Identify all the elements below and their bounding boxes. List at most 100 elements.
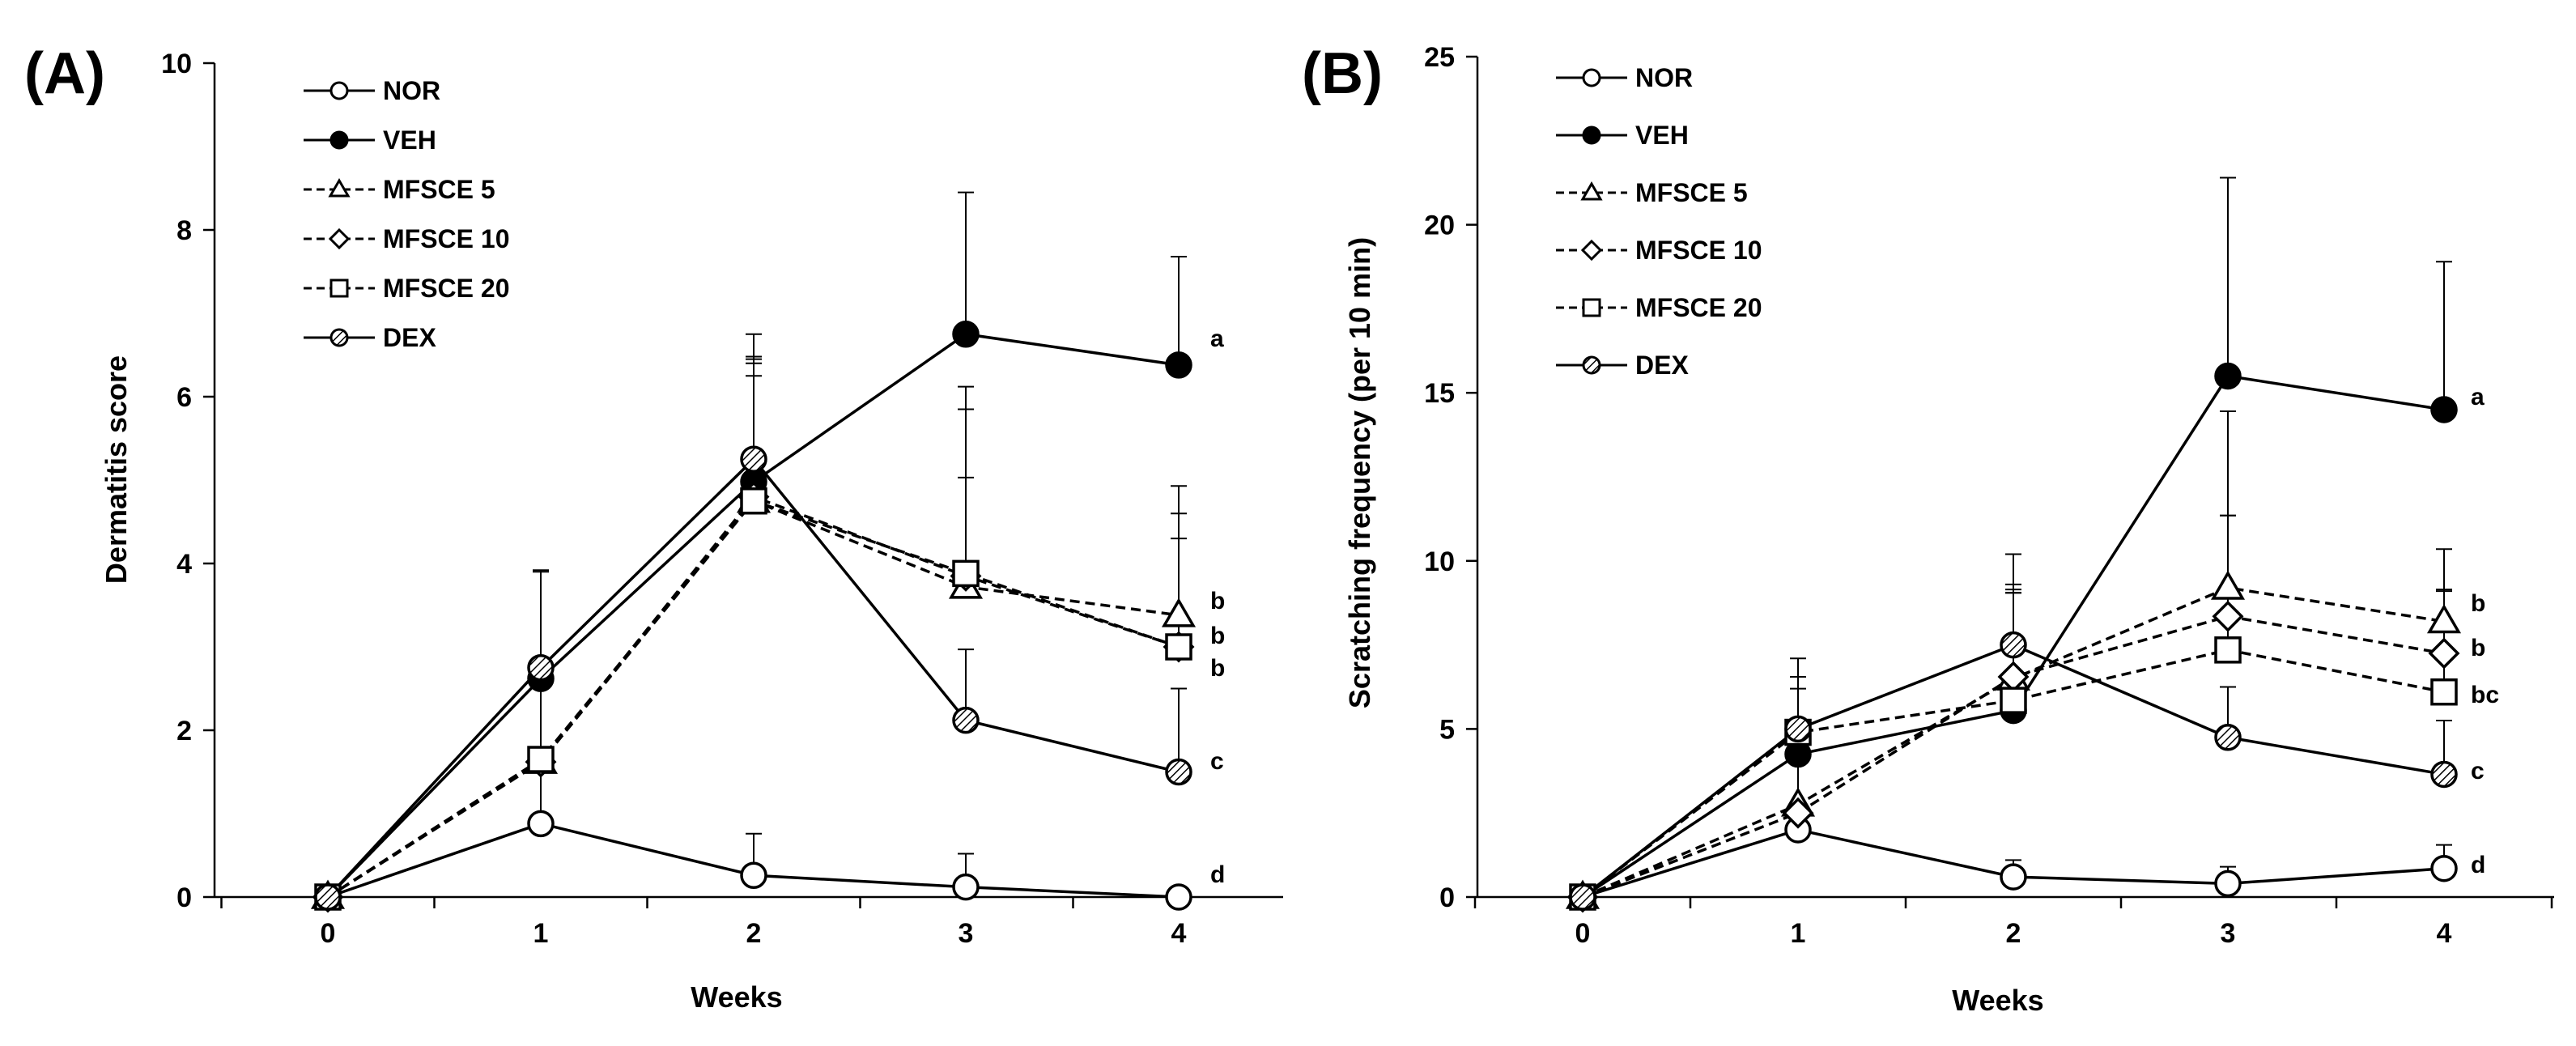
significance-label: bc bbox=[2471, 682, 2499, 708]
data-point-mfsce-20 bbox=[740, 487, 767, 515]
y-tick-label: 0 bbox=[176, 882, 192, 913]
y-axis-title: Dermatitis score bbox=[100, 355, 133, 584]
data-point-mfsce-20 bbox=[2214, 636, 2242, 664]
x-tick-label: 4 bbox=[1171, 918, 1187, 949]
data-point-dex bbox=[314, 883, 342, 911]
y-tick-label: 0 bbox=[1439, 882, 1455, 913]
y-tick-label: 10 bbox=[1424, 546, 1455, 577]
legend-marker bbox=[1582, 68, 1601, 87]
y-axis-title: Scratching frequency (per 10 min) bbox=[1343, 237, 1376, 708]
y-tick-label: 15 bbox=[1424, 378, 1455, 409]
x-tick-label: 3 bbox=[2221, 918, 2236, 949]
data-point-mfsce-10 bbox=[2212, 600, 2244, 632]
data-point-dex bbox=[2000, 631, 2027, 659]
data-point-mfsce-20 bbox=[1165, 633, 1192, 661]
data-point-mfsce-5 bbox=[2426, 604, 2462, 634]
data-point-dex bbox=[1165, 758, 1192, 786]
y-tick-label: 10 bbox=[161, 49, 192, 79]
legend-label: MFSCE 20 bbox=[1635, 293, 1762, 322]
significance-label: c bbox=[2471, 758, 2485, 784]
legend-label: NOR bbox=[1635, 63, 1693, 92]
legend-marker bbox=[329, 81, 349, 100]
data-point-mfsce-5 bbox=[1161, 597, 1197, 627]
x-tick-label: 0 bbox=[1575, 918, 1591, 949]
x-tick-label: 2 bbox=[746, 918, 762, 949]
legend-marker bbox=[329, 130, 349, 150]
legend-marker bbox=[1582, 125, 1601, 145]
data-point-mfsce-5 bbox=[2210, 570, 2246, 600]
significance-label: b bbox=[2471, 635, 2485, 661]
data-point-nor bbox=[2000, 863, 2027, 891]
panel-label: (A) bbox=[24, 41, 105, 106]
significance-label: b bbox=[2471, 590, 2485, 617]
significance-label: a bbox=[2471, 384, 2485, 410]
x-tick-label: 1 bbox=[533, 918, 549, 949]
x-tick-label: 2 bbox=[2006, 918, 2021, 949]
legend-label: MFSCE 5 bbox=[383, 175, 495, 204]
significance-label: b bbox=[1210, 655, 1225, 682]
significance-label: d bbox=[1210, 861, 1225, 888]
legend-marker bbox=[1580, 239, 1603, 262]
data-point-nor bbox=[1165, 883, 1192, 911]
legend-marker bbox=[328, 227, 351, 250]
data-point-dex bbox=[2214, 724, 2242, 751]
significance-label: b bbox=[1210, 588, 1225, 614]
panel-a: (A) Weeks Dermatitis score 0 2 4 6 8 10 0 1 2 3 4 d… bbox=[24, 41, 1283, 1014]
y-tick-label: 8 bbox=[176, 215, 192, 246]
legend-marker bbox=[1582, 298, 1601, 317]
y-tick-label: 2 bbox=[176, 716, 192, 746]
data-point-mfsce-20 bbox=[952, 559, 980, 588]
legend-label: MFSCE 5 bbox=[1635, 178, 1748, 207]
legend-label: VEH bbox=[1635, 121, 1689, 150]
y-tick-label: 25 bbox=[1424, 42, 1455, 73]
legend-marker bbox=[329, 279, 349, 298]
data-point-nor bbox=[2214, 870, 2242, 898]
data-point-dex bbox=[1569, 883, 1596, 911]
y-tick-label: 5 bbox=[1439, 714, 1455, 745]
legend-marker bbox=[329, 328, 349, 347]
data-point-mfsce-20 bbox=[527, 746, 555, 773]
panel-b: (B) Weeks Scratching frequency (per 10 m… bbox=[1302, 41, 2554, 1017]
panel-label: (B) bbox=[1302, 41, 1383, 106]
significance-label: c bbox=[1210, 748, 1224, 775]
data-point-mfsce-10 bbox=[2428, 637, 2460, 670]
data-point-dex bbox=[1784, 715, 1812, 743]
legend-marker bbox=[1580, 181, 1603, 201]
legend-marker bbox=[328, 178, 351, 198]
x-axis-title: Weeks bbox=[691, 980, 782, 1014]
y-tick-label: 6 bbox=[176, 382, 192, 413]
significance-label: b bbox=[1210, 623, 1225, 649]
significance-label: d bbox=[2471, 852, 2485, 878]
legend-label: NOR bbox=[383, 76, 440, 105]
data-point-dex bbox=[740, 445, 767, 473]
series-line-dex bbox=[326, 457, 1180, 899]
y-tick-label: 20 bbox=[1424, 210, 1455, 241]
legend-label: MFSCE 10 bbox=[1635, 236, 1762, 265]
x-tick-label: 4 bbox=[2437, 918, 2452, 949]
y-tick-label: 4 bbox=[176, 549, 192, 580]
data-point-veh bbox=[1165, 351, 1192, 379]
data-point-dex bbox=[2430, 760, 2458, 789]
data-point-mfsce-20 bbox=[2000, 687, 2027, 714]
data-point-veh bbox=[2430, 396, 2458, 423]
legend-label: VEH bbox=[383, 125, 436, 155]
significance-label: a bbox=[1210, 325, 1224, 352]
data-point-mfsce-10 bbox=[1782, 797, 1814, 829]
data-point-nor bbox=[527, 810, 555, 838]
x-tick-label: 1 bbox=[1791, 918, 1806, 949]
data-point-nor bbox=[952, 873, 980, 901]
data-point-dex bbox=[952, 706, 980, 734]
data-point-veh bbox=[2214, 362, 2242, 390]
legend-marker bbox=[1582, 355, 1601, 375]
x-axis-title: Weeks bbox=[1952, 984, 2043, 1017]
legend-label: DEX bbox=[1635, 351, 1689, 380]
x-tick-label: 0 bbox=[321, 918, 336, 949]
data-point-veh bbox=[952, 321, 980, 348]
data-point-dex bbox=[527, 654, 555, 682]
data-point-nor bbox=[740, 861, 767, 889]
data-point-mfsce-20 bbox=[2430, 678, 2458, 706]
legend-label: MFSCE 20 bbox=[383, 274, 509, 303]
legend-label: DEX bbox=[383, 323, 436, 352]
x-tick-label: 3 bbox=[959, 918, 974, 949]
